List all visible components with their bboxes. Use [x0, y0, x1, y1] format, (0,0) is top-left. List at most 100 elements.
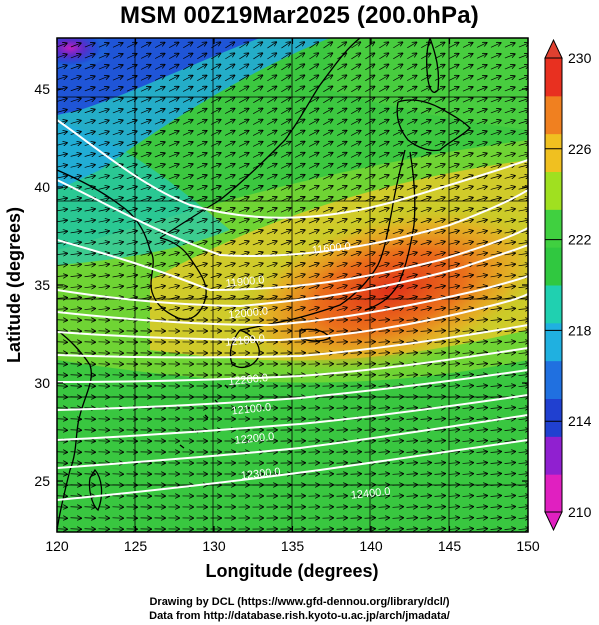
wind-arrow [57, 342, 68, 343]
wind-arrow [406, 175, 417, 180]
wind-arrow [393, 64, 403, 71]
wind-arrow [196, 297, 208, 300]
wind-arrow [336, 241, 347, 246]
wind-arrow [253, 53, 262, 60]
wind-arrow [350, 130, 361, 136]
wind-arrow [406, 86, 417, 92]
wind-arrow [406, 274, 418, 277]
wind-arrow [504, 43, 515, 48]
wind-arrow [392, 252, 403, 255]
wind-arrow [378, 263, 389, 266]
wind-arrow [392, 97, 403, 103]
wind-arrow [253, 86, 262, 93]
wind-arrow [238, 119, 249, 125]
wind-arrow [154, 153, 165, 158]
wind-arrow [84, 54, 95, 59]
wind-arrow [294, 197, 305, 202]
wind-arrow [126, 98, 137, 103]
wind-arrow [98, 264, 110, 266]
wind-arrow [84, 165, 96, 168]
wind-arrow [196, 252, 207, 255]
colorbar-segment [545, 436, 562, 475]
wind-arrow [351, 64, 360, 71]
wind-arrow [98, 308, 110, 309]
wind-arrow [140, 120, 151, 125]
wind-arrow [182, 86, 193, 92]
wind-arrow [140, 98, 151, 103]
wind-arrow [308, 285, 319, 290]
wind-arrow [434, 208, 445, 213]
wind-arrow [98, 164, 110, 167]
wind-arrow [406, 153, 417, 158]
wind-arrow [98, 187, 110, 190]
wind-arrow [70, 298, 82, 299]
wind-arrow [196, 120, 207, 125]
wind-arrow [168, 186, 179, 191]
wind-arrow [420, 297, 432, 300]
wind-arrow [406, 230, 417, 235]
wind-arrow [70, 109, 82, 112]
wind-arrow [182, 297, 194, 300]
wind-arrow [211, 53, 220, 60]
wind-arrow [112, 131, 123, 136]
wind-arrow [70, 76, 81, 81]
wind-arrow [350, 219, 361, 224]
wind-arrow [98, 98, 109, 103]
wind-arrow [70, 253, 82, 255]
x-tick-label: 120 [45, 538, 69, 554]
wind-arrow [225, 75, 234, 82]
wind-arrow [434, 197, 445, 202]
wind-arrow [434, 219, 445, 222]
wind-arrow [407, 53, 417, 60]
wind-arrow [448, 153, 459, 158]
wind-arrow [84, 253, 96, 255]
wind-arrow [98, 65, 109, 70]
wind-arrow [196, 86, 207, 92]
wind-arrow [112, 76, 123, 81]
wind-arrow [364, 263, 375, 268]
wind-arrow [392, 153, 403, 158]
wind-arrow [210, 263, 221, 266]
wind-arrow [462, 109, 473, 114]
wind-arrow [323, 108, 333, 115]
wind-arrow [211, 86, 221, 92]
wind-arrow [210, 297, 222, 300]
wind-arrow [169, 42, 179, 48]
colorbar-tick-label: 230 [568, 50, 592, 66]
wind-arrow [84, 176, 96, 179]
wind-arrow [140, 164, 151, 169]
wind-arrow [140, 208, 152, 211]
wind-arrow [280, 219, 291, 224]
colorbar-segment [545, 209, 562, 248]
wind-arrow [308, 175, 319, 180]
wind-arrow [70, 275, 82, 276]
wind-arrow [182, 153, 193, 158]
wind-arrow [197, 75, 207, 81]
wind-arrow [490, 131, 501, 136]
colorbar-segment [545, 95, 562, 135]
wind-arrow [98, 120, 109, 125]
wind-arrow [84, 109, 95, 114]
wind-arrow [266, 175, 277, 180]
wind-arrow [462, 65, 473, 70]
wind-arrow [238, 263, 249, 268]
wind-arrow [323, 119, 333, 125]
wind-arrow [253, 108, 263, 114]
wind-arrow [434, 164, 445, 169]
wind-arrow [253, 42, 262, 49]
wind-arrow [490, 120, 501, 125]
wind-arrow [168, 230, 179, 233]
wind-arrow [434, 76, 445, 81]
wind-arrow [476, 109, 487, 114]
colorbar-segment [545, 247, 562, 286]
wind-arrow [295, 86, 304, 93]
wind-arrow [406, 297, 418, 300]
wind-arrow [252, 130, 263, 136]
wind-arrow [196, 153, 207, 158]
wind-arrow [350, 153, 361, 158]
wind-arrow [210, 108, 221, 114]
wind-arrow [126, 120, 137, 125]
wind-arrow [182, 120, 193, 125]
y-tick-label: 45 [34, 81, 50, 97]
wind-arrow [140, 275, 152, 277]
